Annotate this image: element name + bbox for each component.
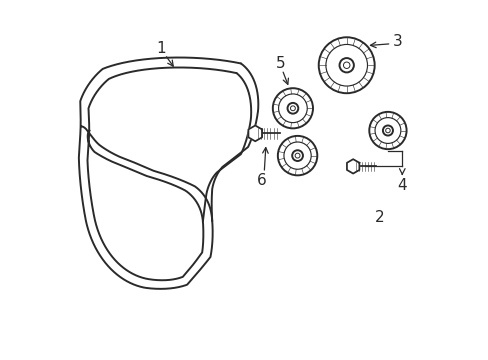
Circle shape [272, 88, 312, 129]
Polygon shape [248, 126, 262, 141]
Text: 3: 3 [392, 35, 402, 49]
Circle shape [292, 150, 303, 161]
Circle shape [368, 112, 406, 149]
Text: 4: 4 [397, 178, 407, 193]
Text: 5: 5 [275, 56, 285, 71]
Text: 2: 2 [374, 210, 384, 225]
Circle shape [339, 58, 353, 72]
Text: 1: 1 [156, 41, 166, 55]
Circle shape [287, 103, 298, 114]
Polygon shape [346, 159, 359, 174]
Text: 6: 6 [256, 173, 266, 188]
Circle shape [277, 136, 317, 175]
Circle shape [318, 37, 374, 93]
Circle shape [382, 126, 392, 135]
